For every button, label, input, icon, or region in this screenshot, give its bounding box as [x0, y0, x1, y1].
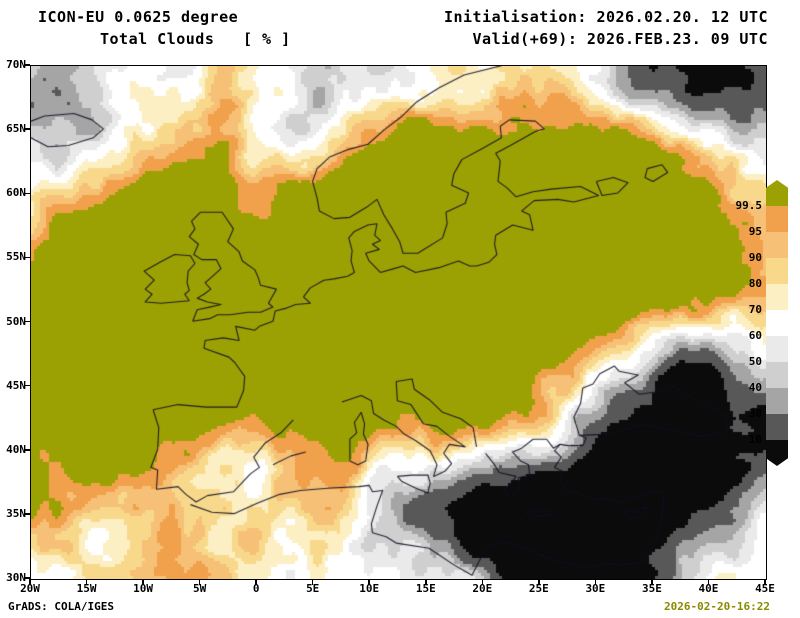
- lon-tick-mark: [255, 579, 257, 585]
- lon-tick-label: 15W: [76, 582, 97, 595]
- lat-tick-mark: [24, 384, 30, 387]
- valid-text: Valid(+69): 2026.FEB.23. 09 UTC: [472, 30, 768, 48]
- lat-tick-label: 60N: [6, 186, 26, 200]
- lat-tick-label: 70N: [6, 58, 26, 71]
- lon-tick-label: 30E: [585, 582, 606, 595]
- lon-tick-mark: [85, 579, 88, 585]
- colorbar-level-label: 90: [748, 251, 762, 264]
- lat-tick-mark: [24, 513, 30, 515]
- colorbar-level-label: 95: [748, 225, 762, 238]
- lat-tick-label: 35N: [6, 506, 26, 520]
- lon-tick-label: 35E: [641, 582, 662, 595]
- colorbar-segment: [766, 232, 788, 258]
- lat-tick-label: 65N: [6, 122, 26, 136]
- colorbar-level-label: 30: [748, 407, 762, 420]
- colorbar-segment: [766, 440, 788, 466]
- lat-tick-mark: [24, 64, 30, 66]
- lon-tick-label: 45E: [755, 582, 775, 595]
- lon-tick-label: 15E: [415, 582, 436, 595]
- lon-tick-mark: [311, 579, 314, 585]
- colorbar-level-label: 40: [748, 381, 762, 394]
- colorbar-segment: [766, 362, 788, 388]
- colorbar-level-label: 60: [748, 329, 762, 342]
- colorbar-segment: [766, 258, 788, 284]
- lat-tick-label: 40N: [6, 442, 26, 456]
- grads-credit: GrADS: COLA/IGES: [8, 600, 114, 613]
- lon-tick-label: 10E: [359, 582, 380, 595]
- lon-tick-label: 20E: [472, 582, 493, 595]
- colorbar-segment: [766, 336, 788, 362]
- lon-tick-label: 5W: [192, 582, 207, 595]
- lon-tick-label: 40E: [698, 582, 719, 595]
- lat-tick-label: 50N: [6, 314, 26, 328]
- lon-tick-mark: [707, 579, 710, 585]
- colorbar-level-label: 99.5: [735, 199, 763, 212]
- lat-tick-mark: [24, 577, 30, 579]
- header-right: Initialisation: 2026.02.20. 12 UTC Valid…: [444, 6, 768, 50]
- colorbar-segment: [766, 180, 788, 206]
- lon-tick-mark: [764, 579, 766, 585]
- lon-tick-mark: [538, 579, 540, 585]
- colorbar-segment: [766, 388, 788, 414]
- variable-title: Total Clouds [ % ]: [100, 30, 291, 48]
- colorbar-level-label: 50: [748, 355, 762, 368]
- colorbar-level-label: 70: [748, 303, 762, 316]
- lon-tick-mark: [198, 579, 201, 585]
- lon-tick-mark: [29, 579, 31, 585]
- lon-tick-mark: [368, 579, 370, 585]
- lon-tick-label: 25E: [528, 582, 549, 595]
- colorbar-segment: [766, 206, 788, 232]
- colorbar-level-label: 10: [748, 433, 762, 446]
- initialisation-text: Initialisation: 2026.02.20. 12 UTC: [443, 8, 768, 26]
- lon-tick-label: 5E: [306, 582, 320, 595]
- lat-tick-label: 30N: [6, 571, 26, 584]
- lon-tick-mark: [594, 579, 597, 585]
- lon-tick-mark: [481, 579, 484, 585]
- model-title: ICON-EU 0.0625 degree: [38, 8, 239, 26]
- lat-tick-mark: [24, 256, 30, 259]
- lon-tick-mark: [425, 579, 427, 585]
- lon-tick-label: 0: [252, 582, 260, 595]
- colorbar-segment: [766, 414, 788, 440]
- lon-tick-mark: [142, 579, 144, 585]
- lon-tick-label: 10W: [133, 582, 153, 595]
- lat-tick-label: 45N: [6, 378, 26, 392]
- header-left: ICON-EU 0.0625 degree Total Clouds [ % ]: [38, 6, 291, 50]
- colorbar-segment: [766, 310, 788, 336]
- map-plot-area: [30, 65, 767, 580]
- lat-tick-mark: [24, 320, 30, 323]
- colorbar-level-label: 80: [748, 277, 762, 290]
- colorbar-segment: [766, 284, 788, 310]
- lon-tick-label: 20W: [20, 582, 40, 595]
- cloud-map-canvas: [31, 66, 766, 579]
- lat-tick-mark: [24, 449, 30, 451]
- lat-tick-mark: [24, 128, 30, 130]
- creation-timestamp: 2026-02-20-16:22: [664, 600, 770, 613]
- lon-tick-mark: [651, 579, 653, 585]
- lat-tick-mark: [24, 192, 30, 194]
- lat-tick-label: 55N: [6, 250, 26, 264]
